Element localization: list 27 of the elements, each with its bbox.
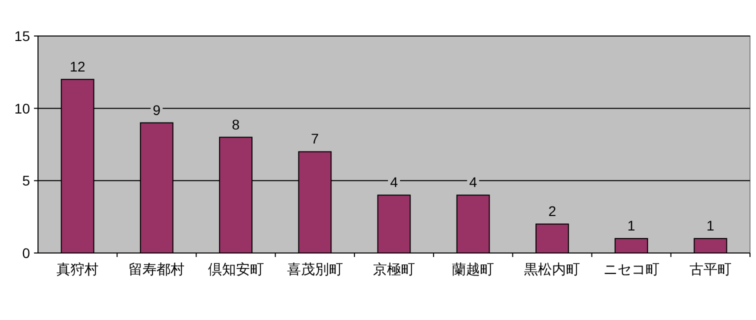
data-label: 7 (310, 130, 319, 147)
data-label: 12 (70, 58, 86, 74)
data-label: 1 (627, 218, 636, 234)
y-tick-label: 15 (14, 28, 30, 44)
x-tick-label: 留寿都村 (128, 261, 185, 277)
data-label: 4 (469, 174, 478, 190)
y-tick-label: 10 (14, 100, 30, 116)
bar (377, 194, 411, 254)
y-tick-label: 0 (22, 245, 30, 261)
data-label: 8 (232, 116, 240, 132)
x-tick-label: 倶知安町 (208, 261, 264, 277)
data-label: 2 (548, 203, 556, 220)
x-tick-label: 黒松内町 (524, 261, 580, 277)
x-tick-label: 喜茂別町 (286, 261, 343, 277)
x-tick-label: ニセコ町 (603, 261, 660, 277)
x-tick-label: 真狩村 (56, 261, 99, 277)
y-tick-label: 5 (22, 172, 30, 189)
data-label: 1 (706, 218, 715, 234)
x-tick-label: 京極町 (373, 261, 415, 277)
x-tick-label: 蘭越町 (452, 261, 494, 277)
bar (614, 238, 648, 254)
bar (536, 224, 569, 254)
bar (694, 238, 728, 254)
bar (456, 194, 490, 254)
x-tick-label: 古平町 (689, 261, 732, 277)
data-label: 9 (152, 102, 161, 118)
data-label: 4 (390, 174, 398, 190)
